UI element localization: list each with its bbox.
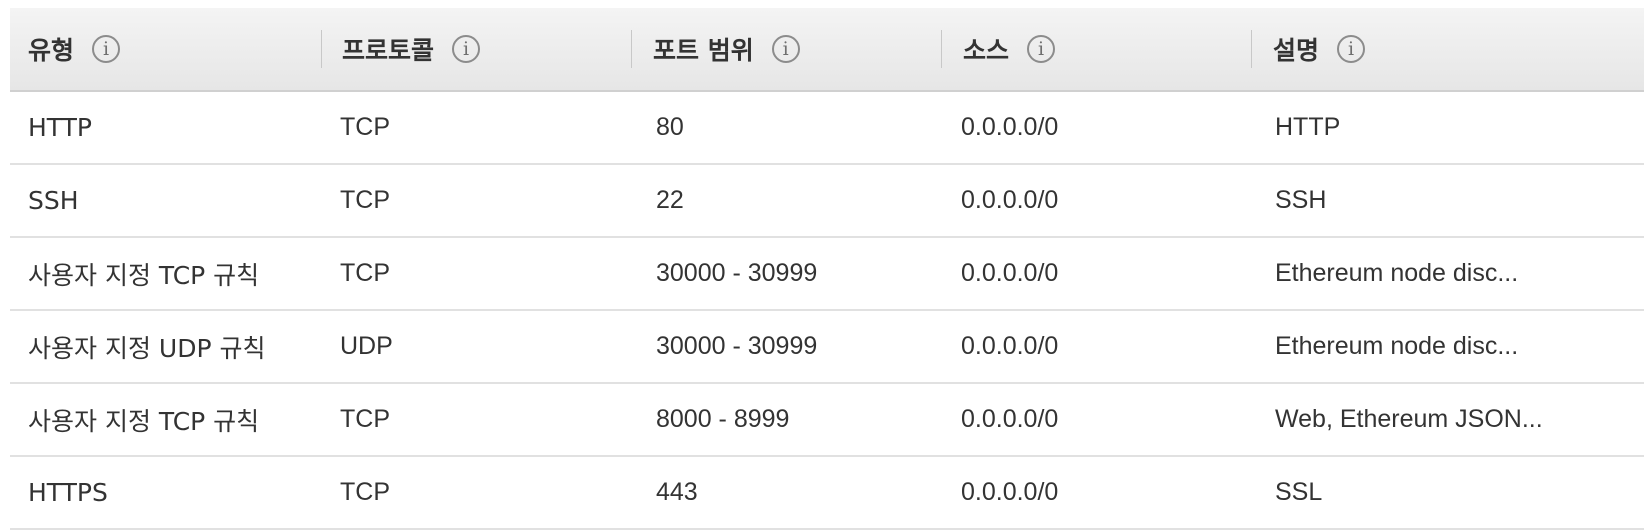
column-header-port-range[interactable]: 포트 범위 i: [653, 8, 800, 90]
table-row[interactable]: SSH TCP 22 0.0.0.0/0 SSH: [10, 165, 1644, 238]
column-header-protocol[interactable]: 프로토콜 i: [342, 8, 481, 90]
column-header-label: 설명: [1273, 36, 1320, 65]
cell-type: SSH: [28, 186, 79, 215]
cell-port-range: 30000 - 30999: [656, 332, 818, 360]
cell-protocol: TCP: [340, 405, 390, 433]
cell-source: 0.0.0.0/0: [961, 478, 1059, 506]
cell-protocol: TCP: [340, 478, 390, 506]
cell-source: 0.0.0.0/0: [961, 259, 1059, 287]
table-row[interactable]: HTTP TCP 80 0.0.0.0/0 HTTP: [10, 92, 1644, 165]
cell-port-range: 22: [656, 186, 684, 214]
column-divider: [1251, 30, 1252, 68]
cell-port-range: 80: [656, 113, 684, 141]
cell-description: Ethereum node disc...: [1275, 259, 1519, 287]
cell-protocol: TCP: [340, 259, 390, 287]
cell-source: 0.0.0.0/0: [961, 332, 1059, 360]
cell-description: Ethereum node disc...: [1275, 332, 1519, 360]
cell-description: SSL: [1275, 478, 1323, 506]
info-icon[interactable]: i: [452, 35, 481, 63]
column-header-type[interactable]: 유형 i: [28, 8, 121, 90]
cell-type: 사용자 지정 TCP 규칙: [28, 260, 260, 290]
table-row[interactable]: 사용자 지정 TCP 규칙 TCP 8000 - 8999 0.0.0.0/0 …: [10, 384, 1644, 457]
table-header: 유형 i 프로토콜 i 포트 범위 i 소스 i 설명 i: [10, 8, 1644, 92]
cell-port-range: 443: [656, 478, 698, 506]
cell-protocol: TCP: [340, 186, 390, 214]
column-header-label: 유형: [28, 36, 75, 65]
table-row[interactable]: HTTPS TCP 443 0.0.0.0/0 SSL: [10, 457, 1644, 530]
cell-port-range: 8000 - 8999: [656, 405, 790, 433]
table-row[interactable]: 사용자 지정 TCP 규칙 TCP 30000 - 30999 0.0.0.0/…: [10, 238, 1644, 311]
cell-port-range: 30000 - 30999: [656, 259, 818, 287]
cell-source: 0.0.0.0/0: [961, 186, 1059, 214]
column-header-source[interactable]: 소스 i: [963, 8, 1056, 90]
info-icon[interactable]: i: [92, 35, 121, 63]
cell-description: HTTP: [1275, 113, 1341, 141]
info-icon[interactable]: i: [1337, 35, 1366, 63]
column-divider: [321, 30, 322, 68]
column-divider: [941, 30, 942, 68]
cell-description: Web, Ethereum JSON...: [1275, 405, 1543, 433]
cell-type: 사용자 지정 TCP 규칙: [28, 406, 260, 436]
cell-description: SSH: [1275, 186, 1327, 214]
cell-type: HTTP: [28, 113, 92, 142]
cell-type: 사용자 지정 UDP 규칙: [28, 333, 266, 363]
table-row[interactable]: 사용자 지정 UDP 규칙 UDP 30000 - 30999 0.0.0.0/…: [10, 311, 1644, 384]
cell-protocol: TCP: [340, 113, 390, 141]
cell-protocol: UDP: [340, 332, 393, 360]
info-icon[interactable]: i: [771, 35, 800, 63]
cell-source: 0.0.0.0/0: [961, 113, 1059, 141]
cell-source: 0.0.0.0/0: [961, 405, 1059, 433]
cell-type: HTTPS: [28, 478, 108, 507]
security-group-rules-table: 유형 i 프로토콜 i 포트 범위 i 소스 i 설명 i HTTP TCP 8…: [10, 8, 1644, 530]
column-header-label: 프로토콜: [342, 36, 435, 65]
column-header-description[interactable]: 설명 i: [1273, 8, 1366, 90]
column-header-label: 소스: [963, 36, 1010, 65]
column-header-label: 포트 범위: [653, 36, 754, 65]
info-icon[interactable]: i: [1027, 35, 1056, 63]
column-divider: [631, 30, 632, 68]
